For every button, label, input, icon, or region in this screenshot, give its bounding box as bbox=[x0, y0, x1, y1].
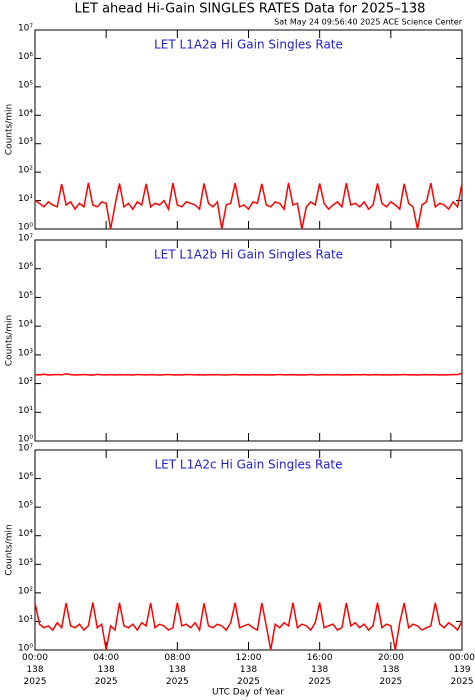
x-tick-label: 16:00 138 2025 bbox=[307, 653, 333, 687]
y-tick-label: 10⁷ bbox=[18, 444, 33, 454]
y-tick-label: 10⁰ bbox=[18, 223, 33, 233]
y-tick-label: 10² bbox=[18, 586, 33, 596]
x-axis-label: UTC Day of Year bbox=[212, 688, 284, 698]
y-tick-label: 10¹ bbox=[18, 615, 33, 625]
chart-subtitle: Sat May 24 09:56:40 2025 ACE Science Cen… bbox=[274, 18, 463, 27]
y-tick-label: 10⁴ bbox=[18, 109, 33, 119]
y-tick-label: 10⁶ bbox=[18, 52, 33, 62]
y-tick-label: 10³ bbox=[18, 137, 33, 147]
y-axis-label: Counts/min bbox=[5, 524, 15, 575]
x-tick-label: 08:00 138 2025 bbox=[164, 653, 190, 687]
y-axis-label: Counts/min bbox=[5, 104, 15, 155]
panel-title: LET L1A2c Hi Gain Singles Rate bbox=[154, 458, 342, 472]
y-tick-label: 10² bbox=[18, 166, 33, 176]
x-tick-label: 12:00 138 2025 bbox=[236, 653, 262, 687]
y-tick-label: 10² bbox=[18, 377, 33, 387]
y-tick-label: 10⁵ bbox=[18, 291, 33, 301]
y-tick-label: 10⁴ bbox=[18, 320, 33, 330]
x-tick-label: 04:00 138 2025 bbox=[93, 653, 119, 687]
y-tick-label: 10³ bbox=[18, 348, 33, 358]
plot-frame bbox=[34, 449, 463, 651]
y-tick-label: 10⁶ bbox=[18, 472, 33, 482]
y-tick-label: 10¹ bbox=[18, 194, 33, 204]
plot-frame bbox=[34, 239, 463, 442]
x-tick-label: 20:00 138 2025 bbox=[378, 653, 404, 687]
y-tick-label: 10⁷ bbox=[18, 234, 33, 244]
y-tick-label: 10¹ bbox=[18, 406, 33, 416]
y-axis-label: Counts/min bbox=[5, 315, 15, 366]
data-line bbox=[34, 182, 463, 230]
x-tick-label: 00:00 139 2025 bbox=[449, 653, 475, 687]
y-tick-label: 10⁵ bbox=[18, 501, 33, 511]
panel-title: LET L1A2a Hi Gain Singles Rate bbox=[154, 38, 343, 52]
panel-title: LET L1A2b Hi Gain Singles Rate bbox=[154, 248, 343, 262]
y-tick-label: 10⁷ bbox=[18, 24, 33, 34]
x-tick-label: 00:00 138 2025 bbox=[22, 653, 48, 687]
data-line bbox=[34, 602, 463, 651]
y-tick-label: 10⁵ bbox=[18, 80, 33, 90]
y-tick-label: 10⁴ bbox=[18, 529, 33, 539]
y-tick-label: 10⁰ bbox=[18, 644, 33, 654]
chart-title: LET ahead Hi-Gain SINGLES RATES Data for… bbox=[75, 2, 426, 17]
y-tick-label: 10⁰ bbox=[18, 435, 33, 445]
plot-frame bbox=[34, 29, 463, 230]
data-line bbox=[34, 372, 463, 376]
y-tick-label: 10³ bbox=[18, 558, 33, 568]
y-tick-label: 10⁶ bbox=[18, 262, 33, 272]
